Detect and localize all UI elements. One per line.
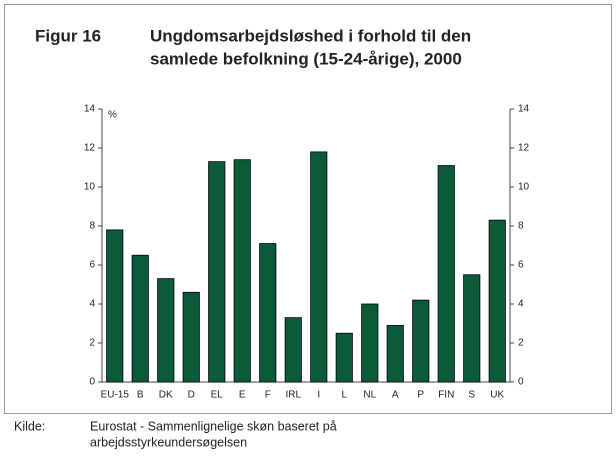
bar bbox=[488, 219, 506, 383]
x-tick-label: L bbox=[341, 390, 347, 401]
source-label: Kilde: bbox=[14, 419, 45, 433]
x-tick-label: UK bbox=[490, 390, 504, 401]
y2-tick-label: 6 bbox=[518, 260, 524, 271]
x-tick-label: I bbox=[317, 390, 320, 401]
x-tick-label: DK bbox=[159, 390, 173, 401]
y-tick-label: 6 bbox=[89, 260, 95, 271]
x-tick-label: A bbox=[392, 390, 399, 401]
x-tick-label: EL bbox=[211, 390, 224, 401]
bar bbox=[335, 332, 353, 383]
x-tick-label: IRL bbox=[285, 390, 301, 401]
y-tick-label: 2 bbox=[89, 338, 95, 349]
y-unit: % bbox=[108, 110, 117, 121]
y2-tick-label: 12 bbox=[518, 143, 530, 154]
bar bbox=[106, 229, 124, 383]
y2-tick-label: 4 bbox=[518, 299, 524, 310]
source: arbejdsstyrkeundersøgelsen bbox=[90, 435, 247, 449]
bar bbox=[463, 274, 481, 383]
x-tick-label: EU-15 bbox=[101, 390, 130, 401]
y-tick-label: 4 bbox=[89, 299, 95, 310]
x-tick-label: NL bbox=[363, 390, 376, 401]
bar bbox=[233, 159, 251, 383]
bar bbox=[182, 291, 200, 383]
y-tick-label: 0 bbox=[89, 377, 95, 388]
y-tick-label: 8 bbox=[89, 221, 95, 232]
bar bbox=[284, 317, 302, 383]
bar bbox=[412, 299, 430, 383]
source: Eurostat - Sammenlignelige skøn baseret … bbox=[90, 419, 337, 433]
y2-tick-label: 14 bbox=[518, 104, 530, 115]
y2-tick-label: 0 bbox=[518, 377, 524, 388]
y2-tick-label: 10 bbox=[518, 182, 530, 193]
x-tick-label: P bbox=[417, 390, 424, 401]
bar bbox=[131, 254, 149, 383]
x-tick-label: B bbox=[137, 390, 144, 401]
bar bbox=[208, 161, 226, 383]
chart-title: samlede befolkning (15-24-årige), 2000 bbox=[150, 49, 462, 68]
y-tick-label: 14 bbox=[84, 104, 96, 115]
bar bbox=[310, 151, 328, 383]
figure-label: Figur 16 bbox=[35, 26, 101, 45]
y2-tick-label: 2 bbox=[518, 338, 524, 349]
bar bbox=[259, 243, 277, 383]
x-tick-label: D bbox=[188, 390, 195, 401]
bar bbox=[361, 303, 379, 383]
bar bbox=[437, 165, 455, 383]
x-tick-label: FIN bbox=[438, 390, 454, 401]
x-tick-label: F bbox=[265, 390, 271, 401]
y-tick-label: 12 bbox=[84, 143, 96, 154]
bar bbox=[157, 278, 175, 383]
y-tick-label: 10 bbox=[84, 182, 96, 193]
y2-tick-label: 8 bbox=[518, 221, 524, 232]
bar bbox=[386, 325, 404, 383]
chart-title: Ungdomsarbejdsløshed i forhold til den bbox=[150, 26, 471, 45]
x-tick-label: E bbox=[239, 390, 246, 401]
x-tick-label: S bbox=[468, 390, 475, 401]
